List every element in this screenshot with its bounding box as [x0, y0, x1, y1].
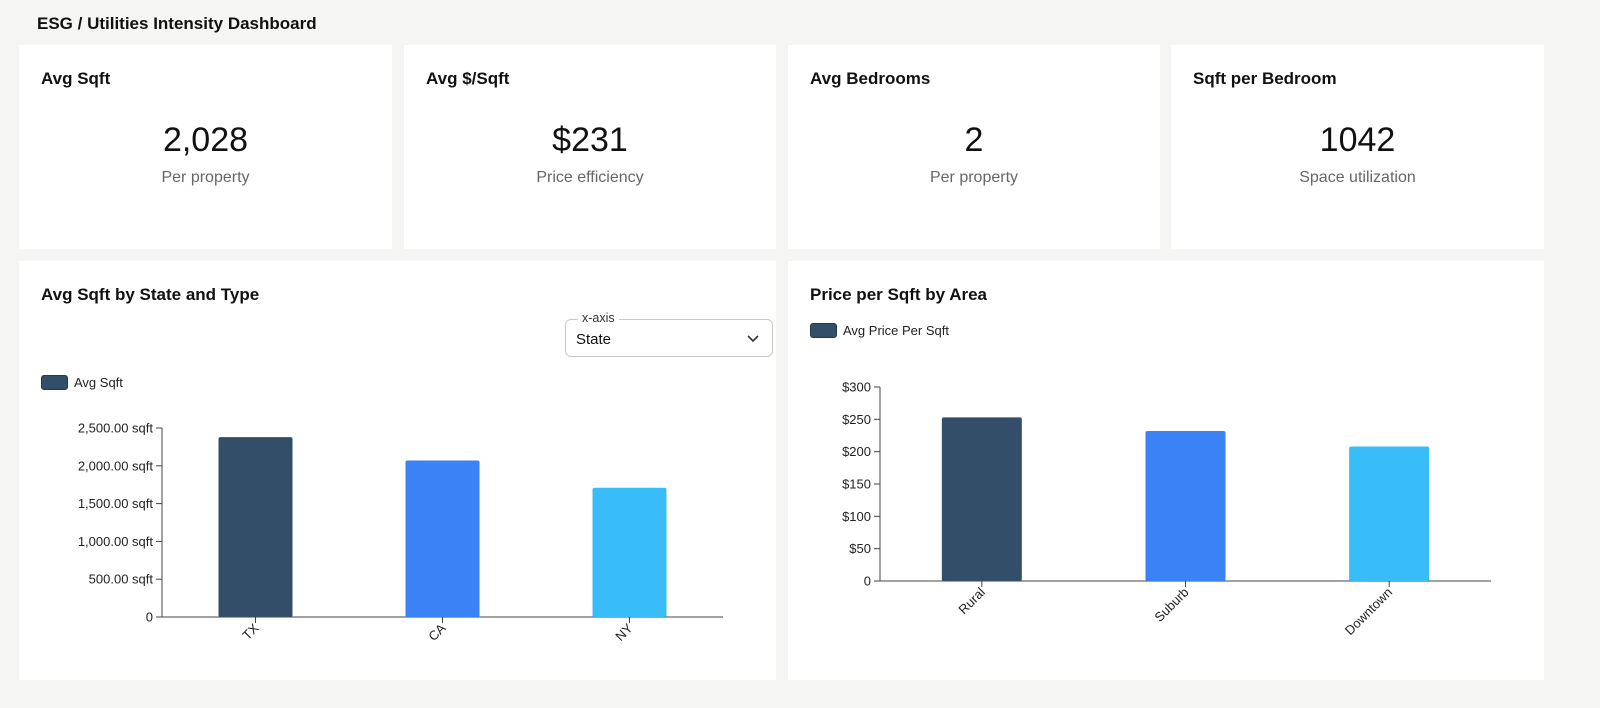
- kpi-title: Sqft per Bedroom: [1193, 69, 1337, 88]
- y-tick-label: 500.00 sqft: [89, 572, 154, 587]
- chart-title: Avg Sqft by State and Type: [41, 285, 260, 304]
- y-tick-label: 0: [146, 610, 153, 625]
- y-tick-label: 2,500.00 sqft: [78, 421, 154, 436]
- y-tick-label: $300: [842, 380, 871, 395]
- y-tick-label: $100: [842, 509, 871, 524]
- x-tick-label: CA: [425, 620, 449, 644]
- legend-label: Avg Sqft: [74, 375, 123, 390]
- kpi-card-sqft-per-bedroom: Sqft per Bedroom 1042 Space utilization: [1171, 45, 1544, 249]
- kpi-card-avg-price-sqft: Avg $/Sqft $231 Price efficiency: [404, 45, 776, 249]
- kpi-subtitle: Price efficiency: [536, 169, 644, 186]
- kpi-value: 2,028: [162, 121, 249, 159]
- avg-sqft-bar-chart: 0 500.00 sqft 1,000.00 sqft 1,500.00 sqft 2,…: [78, 421, 723, 644]
- y-tick-label: $200: [842, 444, 871, 459]
- chart-title: Price per Sqft by Area: [810, 285, 987, 304]
- y-tick-label: $150: [842, 477, 871, 492]
- legend-label: Avg Price Per Sqft: [843, 323, 949, 338]
- y-tick-label: $50: [849, 541, 871, 556]
- y-tick-label: 2,000.00 sqft: [78, 458, 154, 473]
- kpi-value: $231: [552, 121, 628, 159]
- chevron-down-icon: [746, 330, 760, 351]
- kpi-value: 2: [964, 121, 984, 159]
- chart-legend: Avg Sqft: [41, 375, 123, 390]
- bar-suburb: [1145, 430, 1226, 581]
- kpi-subtitle: Per property: [161, 169, 250, 186]
- kpi-subtitle: Space utilization: [1299, 169, 1416, 186]
- x-tick-label: TX: [239, 620, 262, 643]
- kpi-subtitle: Per property: [929, 169, 1019, 186]
- bar-rural: [941, 417, 1022, 581]
- y-tick-label: $250: [842, 412, 871, 427]
- x-tick-label: NY: [612, 620, 636, 644]
- chart-card-price-per-sqft: Price per Sqft by Area Avg Price Per Sqf…: [788, 261, 1544, 680]
- x-tick-label: Suburb: [1151, 585, 1191, 625]
- bar-ca: [405, 460, 480, 617]
- price-per-sqft-bar-chart: 0 $50 $100 $150 $200 $250 $300 Rural Suburb Downt…: [842, 380, 1491, 639]
- x-tick-label: Rural: [955, 584, 988, 617]
- x-axis-select[interactable]: x-axis State: [565, 311, 773, 357]
- y-tick-label: 1,500.00 sqft: [78, 496, 154, 511]
- kpi-card-avg-sqft: Avg Sqft 2,028 Per property: [19, 45, 392, 249]
- kpi-title: Avg $/Sqft: [426, 69, 510, 88]
- chart-legend: Avg Price Per Sqft: [810, 323, 949, 338]
- legend-swatch: [41, 375, 68, 390]
- legend-swatch: [810, 323, 837, 338]
- y-tick-label: 1,000.00 sqft: [78, 534, 154, 549]
- kpi-title: Avg Bedrooms: [810, 69, 931, 88]
- bar-ny: [592, 487, 667, 617]
- kpi-value: 1042: [1319, 121, 1396, 159]
- x-axis-select-value: State: [576, 331, 612, 348]
- chart-card-avg-sqft: Avg Sqft by State and Type x-axis State …: [19, 261, 776, 680]
- page-title: ESG / Utilities Intensity Dashboard: [37, 14, 317, 33]
- bar-downtown: [1349, 446, 1430, 581]
- kpi-card-avg-bedrooms: Avg Bedrooms 2 Per property: [788, 45, 1160, 249]
- y-tick-label: 0: [864, 574, 871, 589]
- bar-tx: [218, 437, 293, 617]
- x-axis-select-label: x-axis: [578, 311, 619, 325]
- kpi-title: Avg Sqft: [41, 69, 111, 88]
- x-tick-label: Downtown: [1342, 585, 1396, 639]
